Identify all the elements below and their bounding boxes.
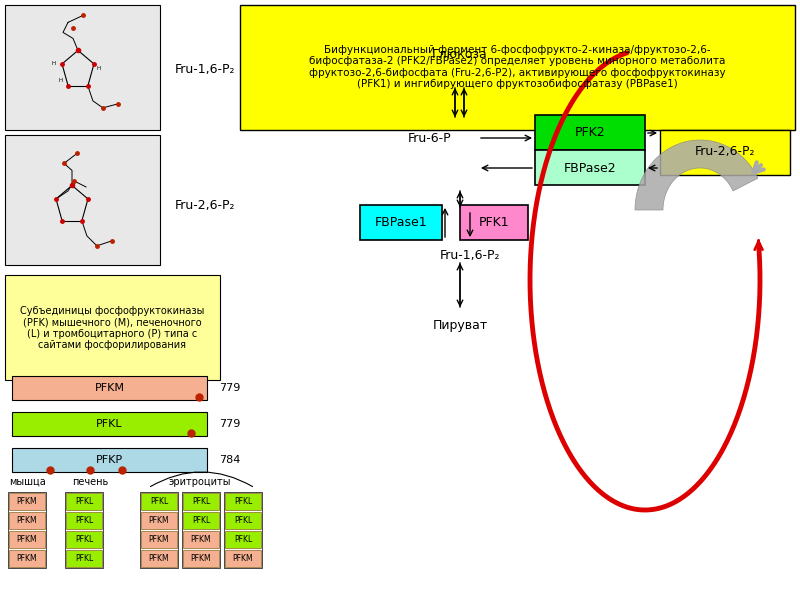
Text: PFKL: PFKL bbox=[75, 516, 93, 525]
Bar bbox=[535, 115, 645, 150]
Bar bbox=[5, 5, 160, 130]
Bar bbox=[141, 531, 177, 548]
Bar bbox=[182, 492, 220, 568]
Text: PFKL: PFKL bbox=[150, 497, 168, 506]
Bar bbox=[224, 492, 262, 568]
Text: 784: 784 bbox=[219, 455, 240, 465]
Text: H: H bbox=[97, 67, 101, 71]
Bar bbox=[9, 550, 45, 567]
Bar bbox=[9, 512, 45, 529]
Bar bbox=[12, 412, 207, 436]
Bar bbox=[141, 512, 177, 529]
Polygon shape bbox=[635, 140, 758, 210]
Bar bbox=[660, 130, 790, 175]
Text: PFKL: PFKL bbox=[234, 516, 252, 525]
Bar bbox=[9, 531, 45, 548]
Text: Бифункциональный фермент 6-фосфофрукто-2-киназа/фруктозо-2,6-
бифосфатаза-2 (PFK: Бифункциональный фермент 6-фосфофрукто-2… bbox=[309, 44, 726, 89]
Text: Пируват: Пируват bbox=[432, 319, 488, 331]
Bar bbox=[12, 448, 207, 472]
Bar bbox=[141, 493, 177, 510]
Bar bbox=[8, 492, 46, 568]
Bar bbox=[9, 493, 45, 510]
Text: PFKM: PFKM bbox=[17, 516, 38, 525]
Text: PFKM: PFKM bbox=[94, 383, 125, 393]
Text: H: H bbox=[58, 79, 62, 83]
Text: PFKL: PFKL bbox=[234, 535, 252, 544]
Text: PFKM: PFKM bbox=[17, 535, 38, 544]
Bar bbox=[225, 550, 261, 567]
Text: Fru-6-P: Fru-6-P bbox=[408, 131, 452, 145]
Bar bbox=[240, 5, 795, 130]
Text: PFKM: PFKM bbox=[149, 554, 170, 563]
Text: PFKL: PFKL bbox=[192, 516, 210, 525]
Bar bbox=[5, 135, 160, 265]
Bar bbox=[141, 550, 177, 567]
Text: H: H bbox=[52, 61, 56, 67]
Bar bbox=[140, 492, 178, 568]
Text: PFKM: PFKM bbox=[190, 554, 211, 563]
Bar bbox=[183, 550, 219, 567]
Text: Fru-1,6-P₂: Fru-1,6-P₂ bbox=[440, 248, 500, 262]
Bar bbox=[5, 275, 220, 380]
Bar bbox=[225, 493, 261, 510]
Bar bbox=[183, 531, 219, 548]
Text: эритроциты: эритроциты bbox=[169, 477, 231, 487]
Text: Fru-2,6-P₂: Fru-2,6-P₂ bbox=[175, 199, 235, 211]
Bar bbox=[183, 512, 219, 529]
Bar bbox=[225, 531, 261, 548]
Bar bbox=[65, 492, 103, 568]
Bar bbox=[535, 150, 645, 185]
Text: PFKM: PFKM bbox=[149, 535, 170, 544]
Text: PFKM: PFKM bbox=[190, 535, 211, 544]
Text: печень: печень bbox=[72, 477, 108, 487]
Text: PFKL: PFKL bbox=[75, 554, 93, 563]
Text: PFK1: PFK1 bbox=[478, 217, 510, 229]
Text: 779: 779 bbox=[219, 383, 240, 393]
Bar bbox=[460, 205, 528, 240]
Text: PFKM: PFKM bbox=[17, 497, 38, 506]
Text: Глюкоза: Глюкоза bbox=[432, 49, 488, 61]
Bar bbox=[66, 531, 102, 548]
Text: FBPase1: FBPase1 bbox=[374, 217, 427, 229]
Text: PFKL: PFKL bbox=[192, 497, 210, 506]
Bar bbox=[66, 493, 102, 510]
Text: PFKM: PFKM bbox=[149, 516, 170, 525]
Text: FBPase2: FBPase2 bbox=[564, 161, 616, 175]
Bar bbox=[12, 376, 207, 400]
Bar bbox=[183, 493, 219, 510]
Text: PFKL: PFKL bbox=[234, 497, 252, 506]
Text: PFKP: PFKP bbox=[96, 455, 123, 465]
Text: Fru-2,6-P₂: Fru-2,6-P₂ bbox=[694, 145, 755, 158]
Text: 779: 779 bbox=[219, 419, 240, 429]
Bar bbox=[66, 512, 102, 529]
Text: PFKL: PFKL bbox=[96, 419, 123, 429]
Text: PFKM: PFKM bbox=[17, 554, 38, 563]
Bar bbox=[360, 205, 442, 240]
Bar bbox=[66, 550, 102, 567]
Text: Субъединицы фосфофруктокиназы
(PFK) мышечного (M), печеночного
(L) и тромбоцитар: Субъединицы фосфофруктокиназы (PFK) мыше… bbox=[20, 305, 204, 350]
Bar bbox=[225, 512, 261, 529]
Text: мышца: мышца bbox=[10, 477, 46, 487]
Text: PFKL: PFKL bbox=[75, 497, 93, 506]
Text: PFKM: PFKM bbox=[233, 554, 254, 563]
Text: Fru-1,6-P₂: Fru-1,6-P₂ bbox=[175, 64, 235, 76]
Text: PFKL: PFKL bbox=[75, 535, 93, 544]
Text: PFK2: PFK2 bbox=[574, 127, 606, 139]
